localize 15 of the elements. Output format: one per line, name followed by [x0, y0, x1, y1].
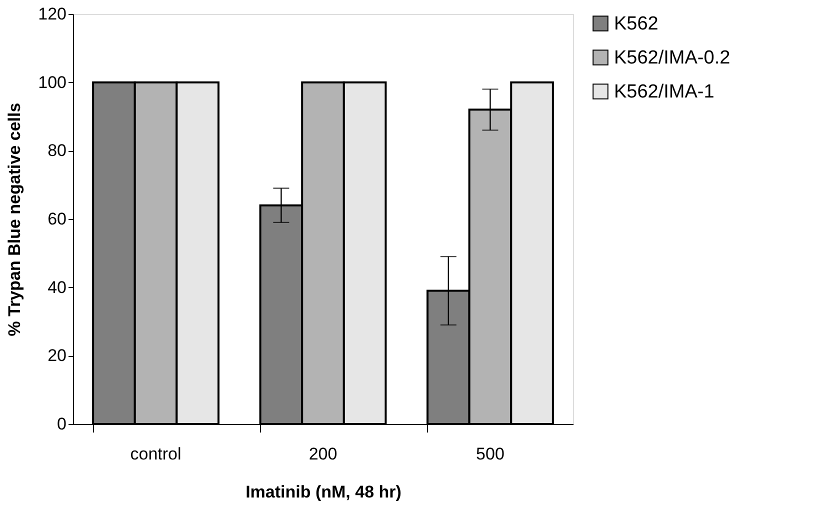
x-axis-title: Imatinib (nM, 48 hr)	[246, 482, 402, 502]
x-tick-label: 200	[308, 444, 338, 464]
y-tick-label: 40	[48, 278, 66, 297]
x-tick-label: 500	[476, 444, 504, 464]
x-tick-label: control	[130, 444, 182, 464]
legend-label: K562/IMA-1	[614, 82, 714, 102]
y-tick-label: 100	[38, 72, 66, 92]
y-tick-label: 80	[48, 141, 66, 160]
y-tick-label: 120	[38, 4, 66, 24]
y-tick-label: 20	[48, 346, 66, 366]
legend-label: K562	[614, 14, 658, 34]
y-tick-label: 60	[48, 210, 66, 228]
y-axis-title: % Trypan Blue negative cells	[5, 102, 24, 336]
legend-label: K562/IMA-0.2	[614, 48, 730, 68]
y-tick-label: 0	[57, 414, 66, 434]
